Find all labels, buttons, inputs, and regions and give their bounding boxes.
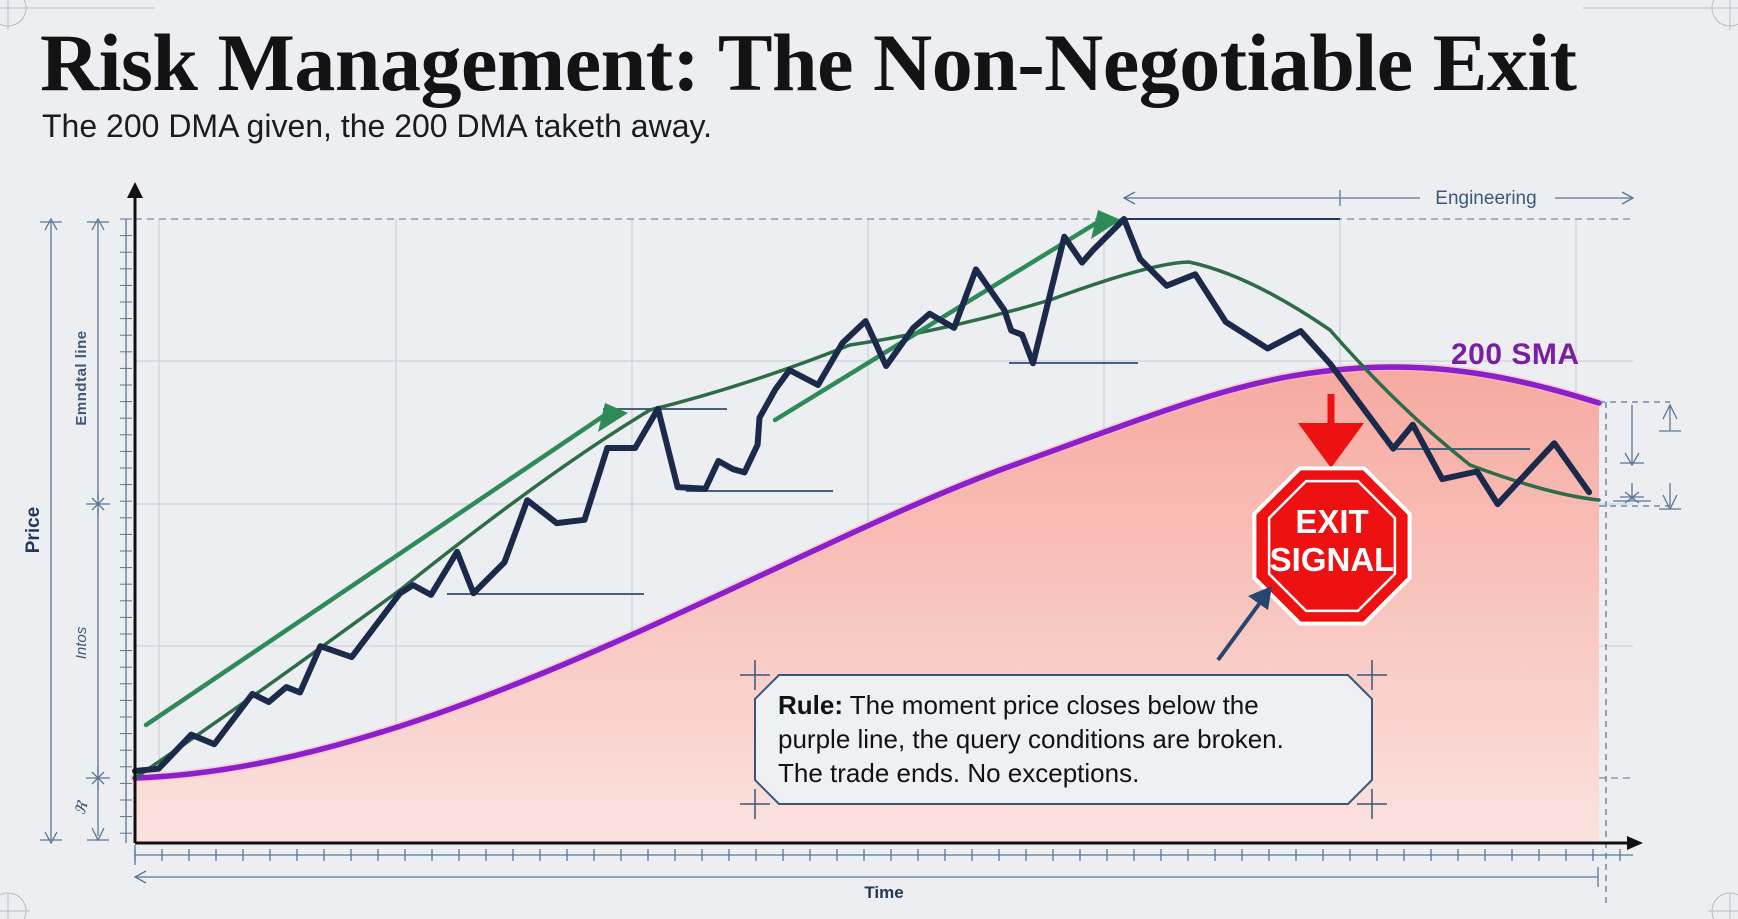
svg-text:Emndtal line: Emndtal line bbox=[73, 330, 90, 425]
svg-text:ℜ: ℜ bbox=[72, 798, 93, 817]
svg-text:Engineering: Engineering bbox=[1435, 188, 1536, 209]
svg-text:200 SMA: 200 SMA bbox=[1451, 338, 1580, 371]
svg-text:purple line, the query conditi: purple line, the query conditions are br… bbox=[778, 724, 1284, 754]
svg-text:Rule: The moment price closes: Rule: The moment price closes below the bbox=[778, 690, 1259, 720]
svg-text:Time: Time bbox=[864, 883, 903, 902]
svg-text:Price: Price bbox=[23, 507, 44, 553]
svg-text:Intos: Intos bbox=[73, 626, 90, 659]
svg-text:SIGNAL: SIGNAL bbox=[1270, 541, 1395, 578]
svg-text:The trade ends. No exceptions.: The trade ends. No exceptions. bbox=[778, 758, 1139, 788]
svg-text:EXIT: EXIT bbox=[1295, 503, 1368, 540]
